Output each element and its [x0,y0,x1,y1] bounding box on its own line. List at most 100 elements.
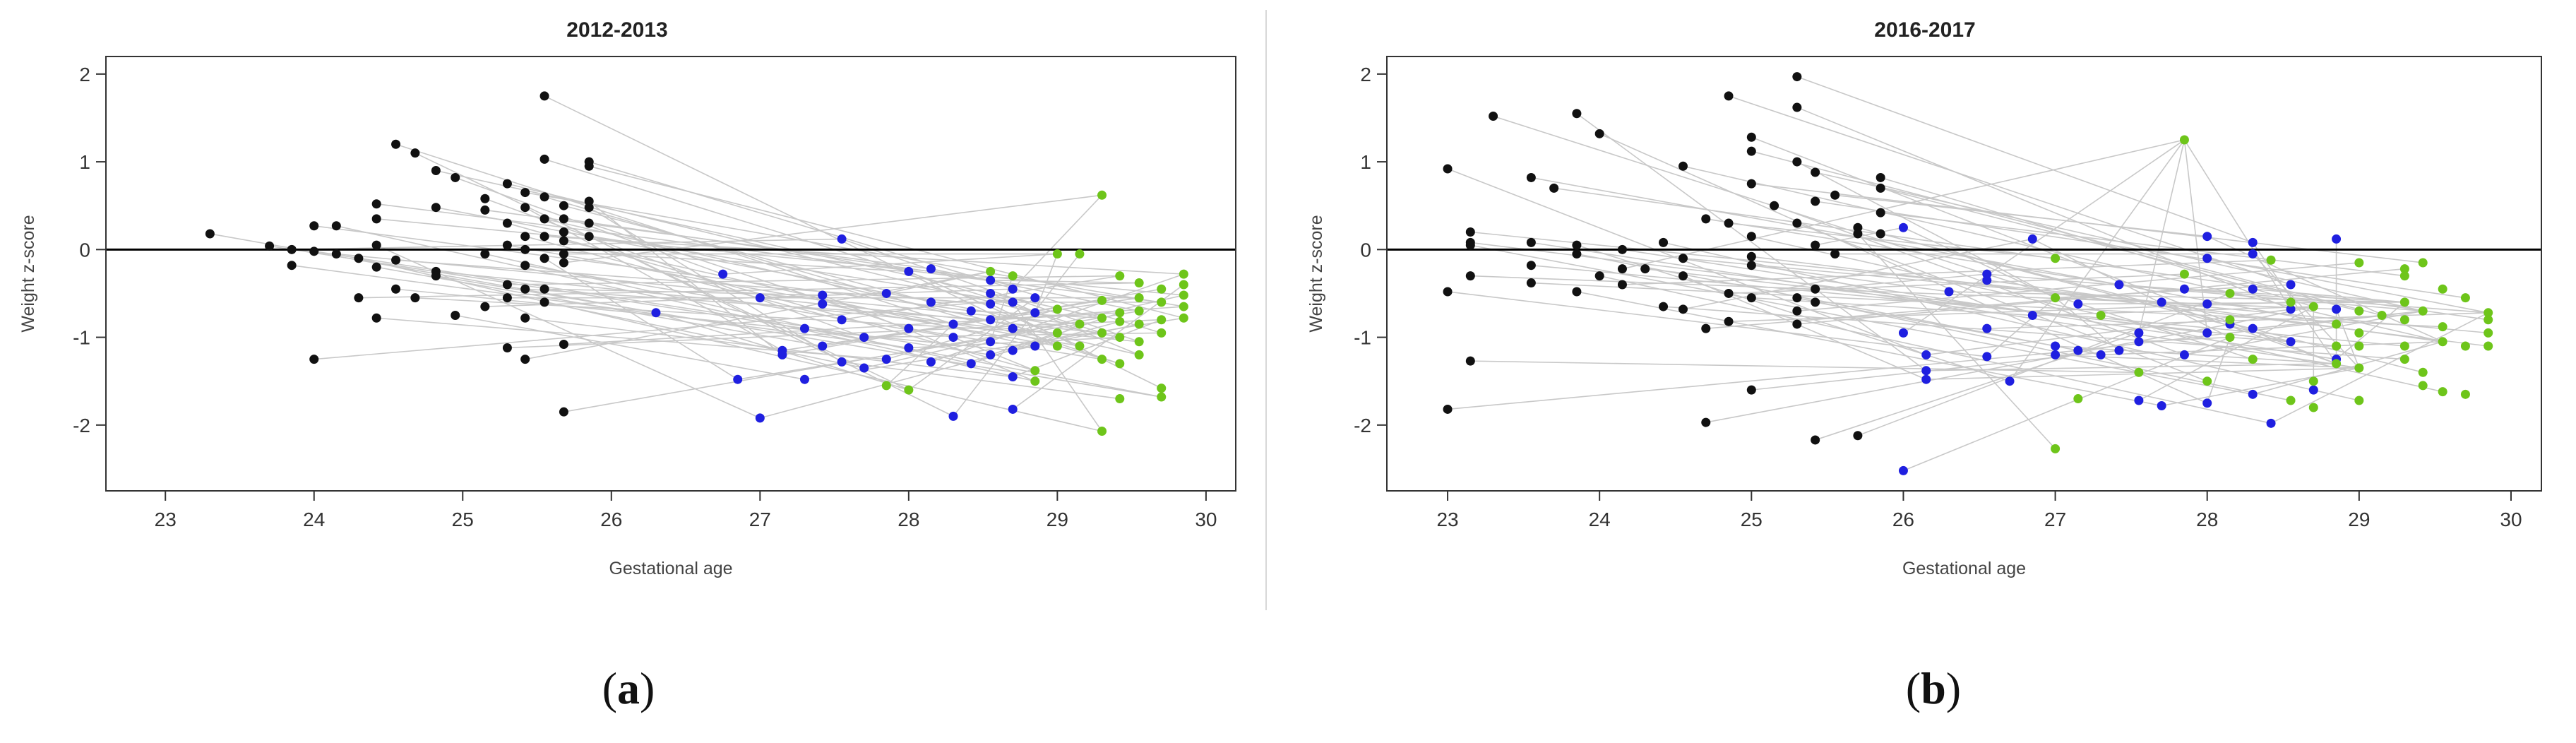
data-point [1678,271,1688,281]
series-green-group [881,190,1188,436]
data-point [1115,308,1125,318]
data-point [2399,297,2409,307]
connector-line [2161,302,2337,364]
x-tick-label: 25 [452,509,474,530]
data-point [1572,287,1582,297]
data-point [1944,287,1954,297]
data-point [520,313,530,323]
data-point [1179,290,1188,300]
data-point [2286,297,2296,307]
data-point [1030,308,1040,318]
data-point [502,179,512,189]
data-point [1746,251,1756,261]
data-point [559,249,568,259]
connector-line [415,152,910,391]
data-point [926,264,936,274]
connector-line [1728,95,2291,285]
connector-line [358,257,1102,432]
connector-line [1986,297,2056,357]
connector-line [1796,161,2056,299]
connector-lines [1447,76,2489,472]
data-point [986,315,996,325]
data-point [1008,372,1018,381]
data-point [520,244,530,254]
data-point [986,299,996,309]
plot-frame [105,56,1236,492]
x-tick-label: 29 [1046,509,1068,530]
data-point [410,293,420,303]
data-point [2332,319,2342,329]
data-point [2438,284,2447,294]
data-point [559,340,568,350]
connector-line [1576,113,1927,372]
data-point [1678,254,1688,263]
connector-line [2138,336,2231,343]
x-tick-label: 26 [1892,509,1914,530]
connector-line [544,258,739,380]
data-point [1659,302,1669,311]
connector-line [1034,254,1059,314]
data-point [2202,254,2212,263]
data-point [2202,398,2212,408]
data-point [818,299,828,309]
data-point [881,288,891,298]
connector-line [908,328,1102,360]
data-point [2225,333,2235,343]
data-point [539,254,549,263]
data-point [1052,341,1062,351]
series-blue-group [651,234,1040,423]
data-point [451,172,460,182]
data-point [926,297,936,307]
data-point [1701,417,1711,427]
data-point [1465,356,1475,366]
data-point [1179,313,1188,323]
data-point [1701,323,1711,333]
data-point [2399,341,2409,351]
data-point [651,308,661,318]
data-point [1811,284,1820,294]
data-point [2354,306,2364,316]
data-point [1075,319,1085,329]
data-point [1465,271,1475,281]
data-point [1179,280,1188,290]
data-point [1157,284,1167,294]
connector-line [588,235,954,417]
data-point [2354,396,2364,405]
data-point [1678,161,1688,171]
data-point [1898,465,1908,475]
connector-line [2055,297,2207,305]
data-point [859,333,869,343]
data-point [1443,164,1453,174]
data-point [1724,288,1734,298]
connector-line [1986,280,2443,343]
data-point [391,255,401,265]
data-point [2179,350,2189,359]
y-axis-label: Weight z-score [1306,215,1326,332]
connector-line [564,231,1013,303]
connector-line [1986,273,2423,312]
connector-line [2229,336,2291,343]
data-point [1921,366,1931,376]
data-point [2438,322,2447,332]
data-point [1811,297,1820,307]
data-point [1097,427,1107,436]
data-point [1792,218,1802,228]
connector-line [376,218,1184,296]
data-point [948,319,958,329]
data-point [559,214,568,224]
data-point [1792,319,1802,329]
connector-line [588,207,842,363]
data-point [1134,278,1144,288]
y-tick-label: 0 [79,239,90,261]
data-point [818,290,828,300]
connector-line [589,165,1184,319]
data-point [2354,328,2364,338]
data-point [2332,359,2342,369]
connector-line [1576,291,2162,407]
data-point [1876,172,1885,182]
connector-line [971,312,1121,364]
data-point [520,232,530,242]
data-point [1594,271,1604,281]
data-point [391,139,401,149]
data-point [1982,323,1992,333]
